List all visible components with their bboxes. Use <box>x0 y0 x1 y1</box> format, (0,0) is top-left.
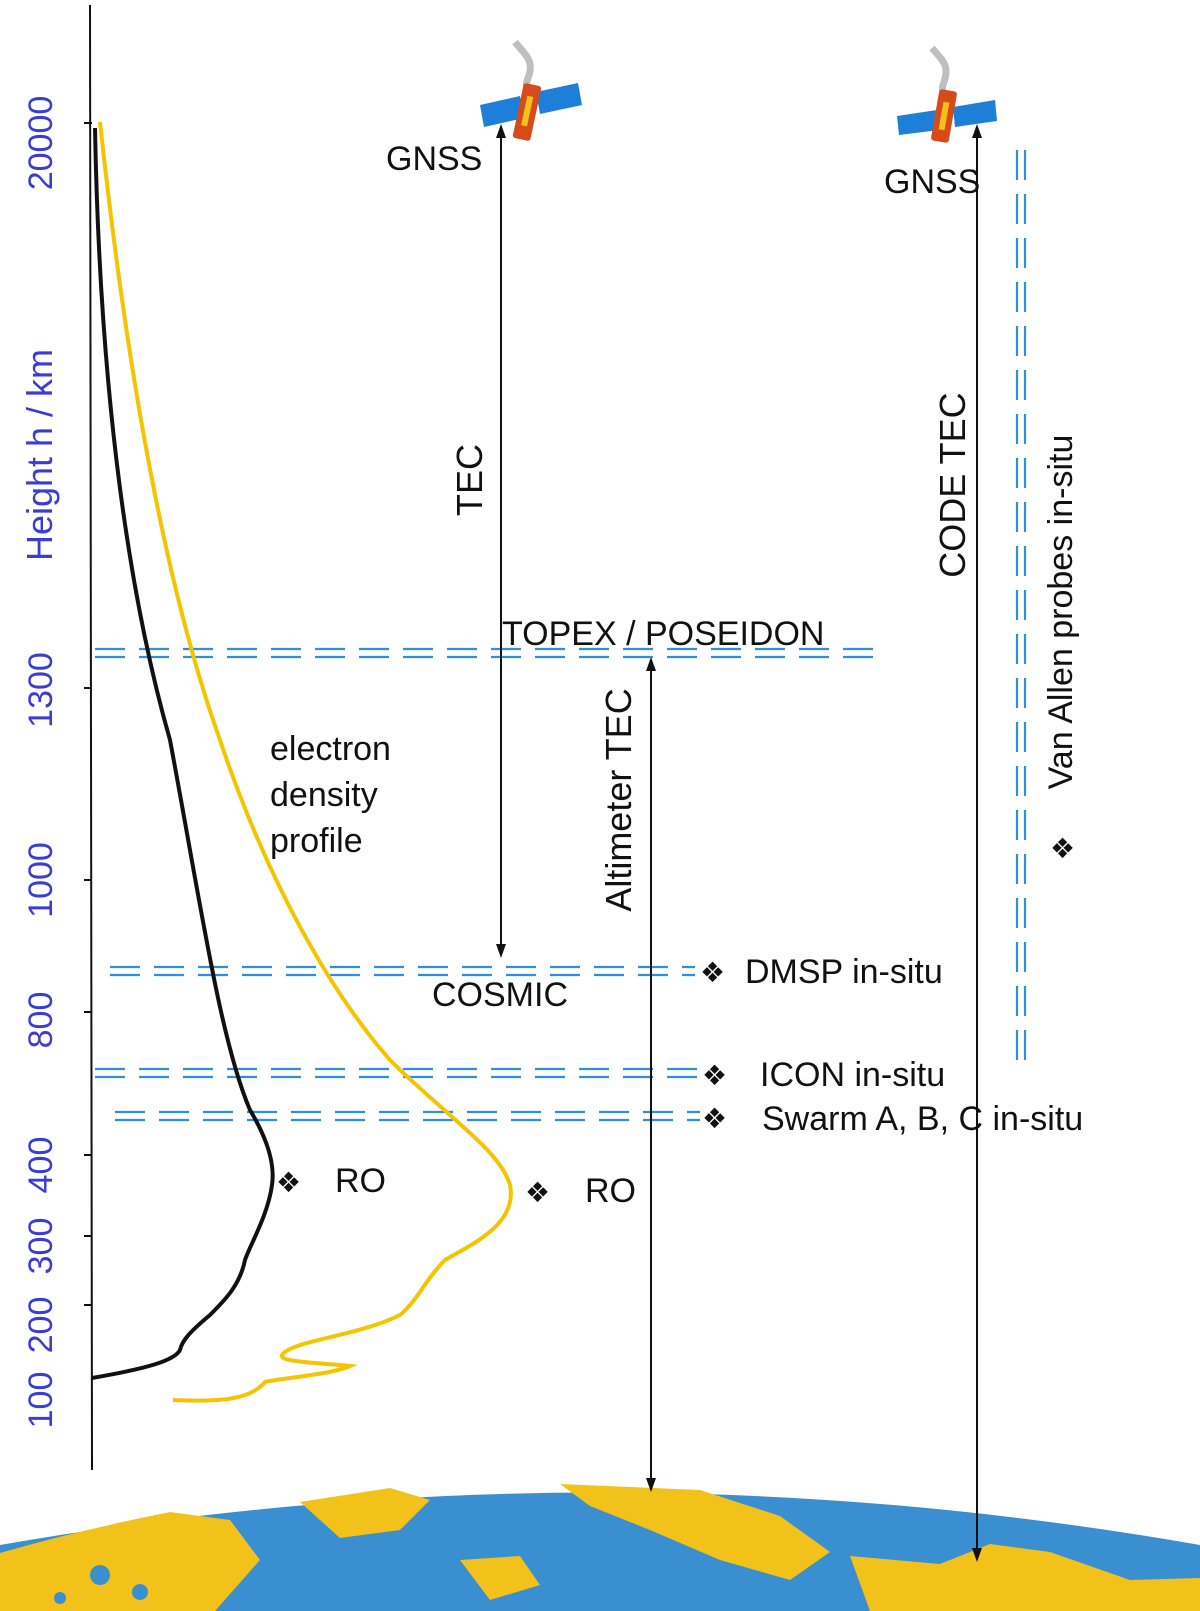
tick-label-1300: 1300 <box>22 652 60 728</box>
topex-poseidon-label: TOPEX / POSEIDON <box>502 615 824 653</box>
icon-altitude-line <box>95 1067 700 1079</box>
swarm-altitude-line <box>115 1110 700 1122</box>
height-axis-ticks <box>84 122 92 1306</box>
gnss-left-label: GNSS <box>386 140 482 178</box>
ro-yellow-bullet: ❖ <box>525 1177 550 1208</box>
electron-density-profile-yellow <box>98 121 513 1403</box>
earth-islands <box>54 1565 148 1604</box>
electron-density-label-line3: profile <box>270 822 363 860</box>
swarm-bullet: ❖ <box>702 1103 727 1134</box>
height-axis-title: Height h / km <box>19 349 60 561</box>
van-allen-probes-label: Van Allen probes in-situ <box>1042 435 1080 790</box>
earth-globe <box>0 1484 1200 1611</box>
tec-label: TEC <box>449 444 490 516</box>
ro-black-label: RO <box>335 1162 386 1200</box>
electron-density-label-line2: density <box>270 776 378 814</box>
altimeter-tec-label: Altimeter TEC <box>598 688 639 911</box>
icon-bullet: ❖ <box>702 1060 727 1091</box>
van-allen-bullet: ❖ <box>1050 833 1075 864</box>
swarm-label: Swarm A, B, C in-situ <box>762 1100 1083 1138</box>
ro-black-bullet: ❖ <box>276 1167 301 1198</box>
electron-density-profile-black <box>91 127 275 1380</box>
gnss-satellite-left-icon <box>480 39 582 141</box>
tick-label-200: 200 <box>22 1297 60 1354</box>
electron-density-label-line1: electron <box>270 730 391 768</box>
tick-label-1000: 1000 <box>22 842 60 918</box>
dmsp-altitude-line <box>110 965 695 977</box>
ro-yellow-label: RO <box>585 1172 636 1210</box>
dmsp-label: DMSP in-situ <box>745 953 943 991</box>
tick-label-400: 400 <box>22 1137 60 1194</box>
icon-label: ICON in-situ <box>760 1056 945 1094</box>
dmsp-bullet: ❖ <box>700 957 725 988</box>
height-axis-tick-labels: 20000 1300 1000 800 400 300 200 100 <box>22 96 60 1429</box>
height-axis-line <box>89 4 93 1471</box>
code-tec-arrow <box>972 124 982 1562</box>
tick-label-100: 100 <box>22 1372 60 1429</box>
van-allen-altitude-line <box>1015 150 1027 1060</box>
gnss-satellite-right-icon <box>897 45 997 143</box>
tick-label-20000: 20000 <box>22 96 60 191</box>
tick-label-800: 800 <box>22 992 60 1049</box>
gnss-right-label: GNSS <box>884 163 980 201</box>
tick-label-300: 300 <box>22 1218 60 1275</box>
tec-arrow <box>496 124 506 958</box>
earth-land <box>0 1484 1200 1611</box>
altimeter-tec-arrow <box>646 657 656 1492</box>
cosmic-label: COSMIC <box>432 976 568 1014</box>
code-tec-label: CODE TEC <box>932 392 973 577</box>
